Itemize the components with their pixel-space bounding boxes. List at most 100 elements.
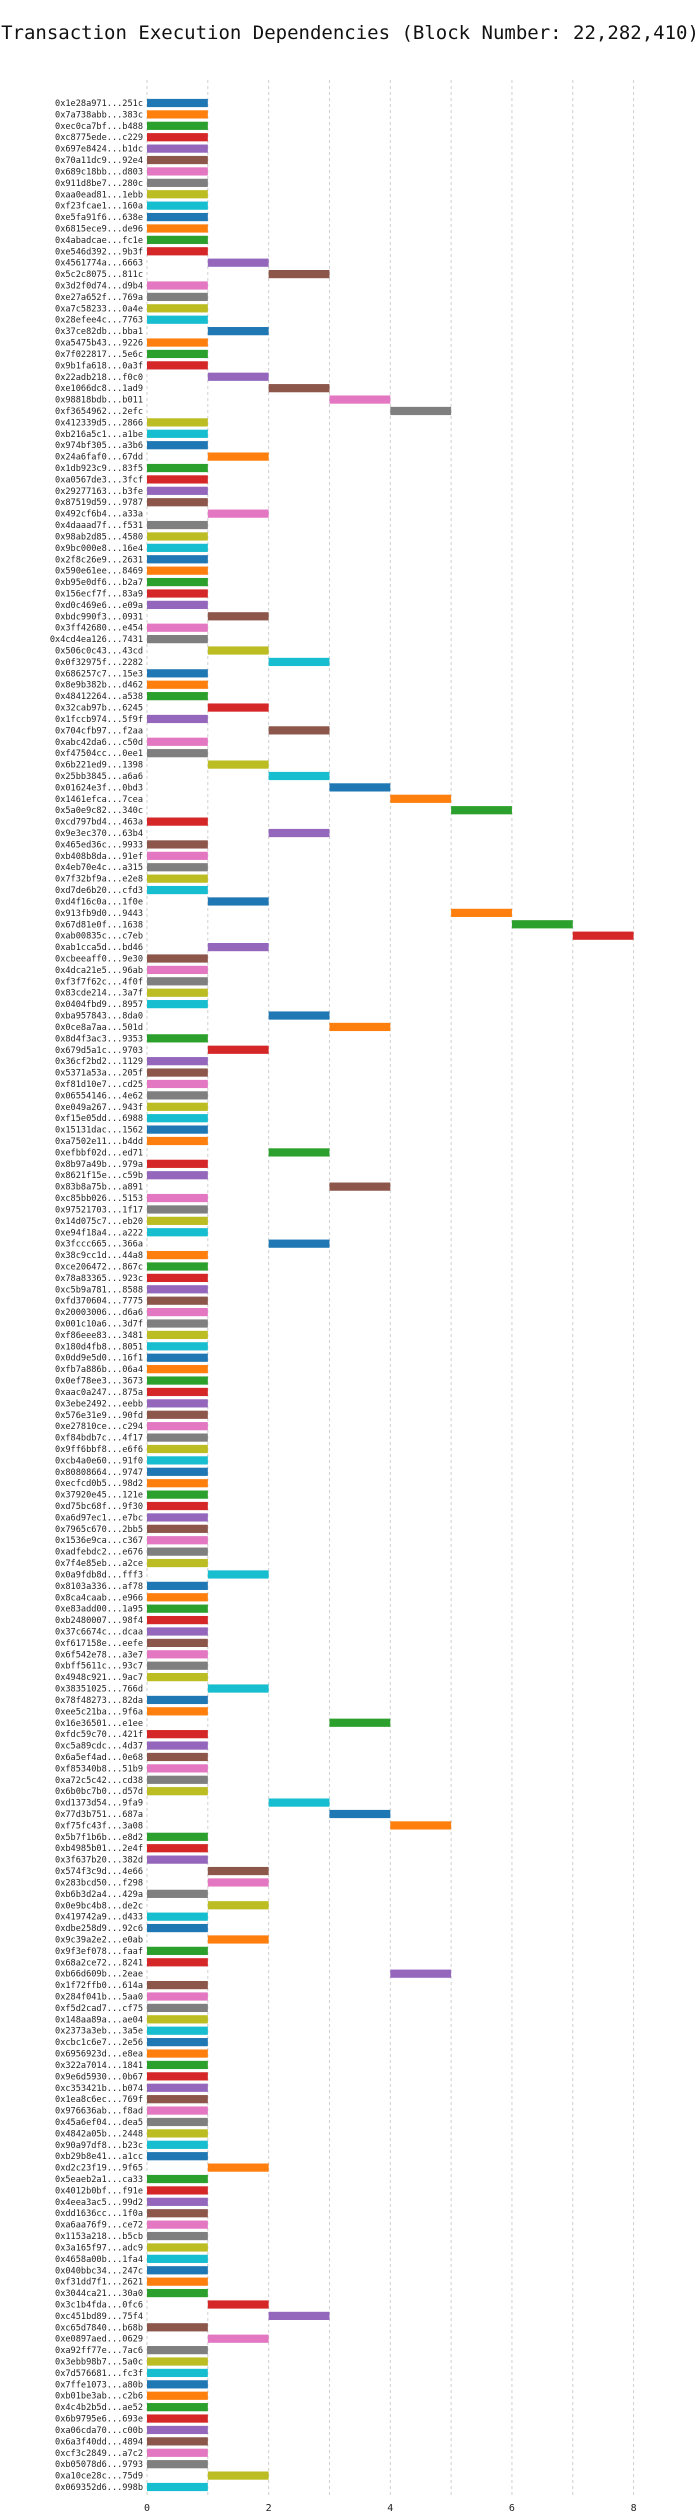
transaction-label: 0x7ffe1073...a80b — [55, 2380, 143, 2390]
transaction-bar — [147, 2197, 208, 2206]
transaction-bar — [207, 703, 269, 712]
transaction-label: 0xcf3c2849...a7c2 — [55, 2449, 143, 2459]
transaction-bar — [207, 1570, 269, 1579]
transaction-bar — [207, 2163, 269, 2172]
transaction-label: 0xf84bdb7c...4f17 — [55, 1434, 143, 1444]
transaction-bar — [147, 2414, 208, 2423]
transaction-bar — [147, 2026, 208, 2035]
transaction-label: 0xe0897aed...0629 — [55, 2335, 143, 2345]
transaction-bar — [147, 2209, 208, 2218]
transaction-bar — [147, 1319, 208, 1328]
transaction-label: 0x7f32bf9a...e2e8 — [55, 875, 143, 885]
transaction-bar — [329, 1022, 391, 1032]
transaction-label: 0x322a7014...1841 — [55, 2061, 143, 2071]
transaction-label: 0x7f022817...5e6c — [55, 350, 143, 360]
transaction-label: 0xdd1636cc...1f0a — [55, 2209, 143, 2219]
transaction-label: 0xc5b9a781...8588 — [55, 1285, 143, 1295]
transaction-label: 0xb6b3d2a4...429a — [55, 1890, 143, 1900]
transaction-label: 0x67d81e0f...1638 — [55, 920, 143, 930]
transaction-bar — [147, 475, 208, 484]
transaction-bar — [147, 201, 208, 210]
transaction-bar — [147, 1992, 208, 2001]
x-tick-label: 0 — [144, 2503, 150, 2514]
transaction-label: 0x0ef78ee3...3673 — [55, 1377, 143, 1387]
transaction-bar — [268, 771, 330, 781]
transaction-label: 0xaac0a247...875a — [55, 1388, 143, 1398]
transaction-label: 0x3c1b4fda...0fc6 — [55, 2300, 143, 2310]
transaction-label: 0xd4f16c0a...1f0e — [55, 897, 143, 907]
transaction-bar — [268, 2311, 330, 2321]
transaction-bar — [147, 988, 208, 997]
transaction-bar — [147, 463, 208, 473]
transaction-bar — [147, 714, 208, 724]
transaction-bar — [268, 1798, 330, 1807]
transaction-bar — [390, 794, 452, 803]
transaction-label: 0x29277163...b3fe — [55, 487, 143, 497]
transaction-bar — [147, 749, 208, 758]
transaction-label: 0x37ce82db...bba1 — [55, 327, 143, 337]
transaction-label: 0xe27810ce...c294 — [55, 1422, 143, 1432]
transaction-label: 0x9b1fa618...0a3f — [55, 361, 143, 371]
transaction-label: 0x83cde214...3a7f — [55, 989, 143, 999]
transaction-label: 0x4eea3ac5...99d2 — [55, 2198, 143, 2208]
transaction-bar — [207, 612, 269, 621]
transaction-bar — [147, 1524, 208, 1533]
transaction-bar — [147, 589, 208, 598]
transaction-label: 0xb66d609b...2eae — [55, 1970, 143, 1980]
transaction-bar — [207, 646, 269, 655]
transaction-label: 0xdbe258d9...92c6 — [55, 1924, 143, 1934]
transaction-bar — [147, 863, 208, 872]
transaction-label: 0x9f3ef078...faaf — [55, 1947, 143, 1957]
transaction-label: 0xe5fa91f6...638e — [55, 213, 143, 223]
transaction-label: 0xf85340b8...51b9 — [55, 1764, 143, 1774]
transaction-label: 0xcd797bd4...463a — [55, 818, 143, 828]
transaction-label: 0x156ecf7f...83a9 — [55, 589, 143, 599]
bars — [147, 98, 634, 2492]
transaction-label: 0x9e3ec370...63b4 — [55, 829, 143, 839]
transaction-bar — [147, 2380, 208, 2389]
transaction-bar — [147, 1615, 208, 1625]
transaction-bar — [147, 1513, 208, 1522]
transaction-label: 0xcbeeaff0...9e30 — [55, 955, 143, 965]
transaction-bar — [147, 429, 208, 438]
transaction-bar — [147, 1775, 208, 1784]
transaction-label: 0x78f48273...82da — [55, 1696, 143, 1706]
transaction-label: 0x37c6674c...dcaa — [55, 1627, 143, 1637]
transaction-bar — [147, 1958, 208, 1967]
transaction-bar — [147, 566, 208, 575]
transaction-label: 0xfdc59c70...421f — [55, 1730, 143, 1740]
transaction-bar — [147, 281, 208, 290]
x-tick-label: 8 — [631, 2503, 637, 2514]
transaction-bar — [147, 144, 208, 153]
transaction-bar — [147, 520, 208, 530]
transaction-bar — [207, 1045, 269, 1054]
transaction-bar — [147, 1787, 208, 1796]
transaction-bar — [147, 2482, 208, 2492]
transaction-bar — [147, 2448, 208, 2457]
transaction-label: 0xce206472...867c — [55, 1262, 143, 1272]
transaction-label: 0x7f4e85eb...a2ce — [55, 1559, 143, 1569]
transaction-bar — [147, 441, 208, 450]
transaction-label: 0x36cf2bd2...1129 — [55, 1057, 143, 1067]
transaction-label: 0xf5d2cad7...cf75 — [55, 2004, 143, 2014]
transaction-label: 0x37920e45...121e — [55, 1491, 143, 1501]
transaction-label: 0x7965c670...2bb5 — [55, 1525, 143, 1535]
transaction-label: 0x98ab2d85...4580 — [55, 532, 143, 542]
transaction-label: 0xa7c58233...0a4e — [55, 304, 143, 314]
transaction-bar — [147, 1673, 208, 1682]
transaction-label: 0xd0c469e6...e09a — [55, 601, 143, 611]
transaction-label: 0x97521703...1f17 — [55, 1205, 143, 1215]
transaction-label: 0x2373a3eb...3a5e — [55, 2027, 143, 2037]
transaction-label: 0x78a83365...923c — [55, 1274, 143, 1284]
transaction-bar — [147, 851, 208, 860]
transaction-label: 0x3ebe2492...eebb — [55, 1399, 143, 1409]
transaction-bar — [147, 155, 208, 165]
transaction-label: 0xe27a652f...769a — [55, 293, 143, 303]
transaction-bar — [147, 121, 208, 130]
transaction-bar — [147, 1433, 208, 1442]
transaction-label: 0x8b97a49b...979a — [55, 1160, 143, 1170]
transaction-bar — [147, 2003, 208, 2013]
transaction-bar — [147, 2277, 208, 2286]
transaction-label: 0xb05078d6...9793 — [55, 2460, 143, 2470]
